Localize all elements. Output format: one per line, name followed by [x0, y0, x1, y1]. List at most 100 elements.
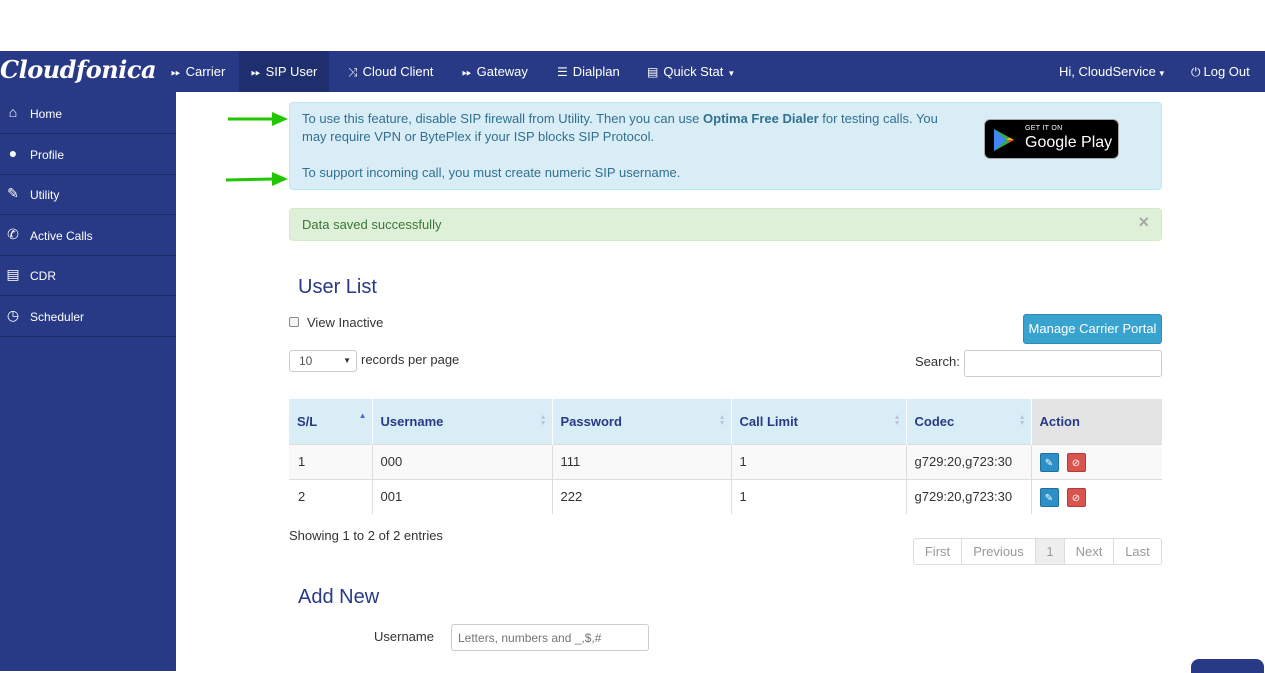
sort-both-icon: ▲ ▼ — [539, 414, 547, 427]
column-header-sl[interactable]: S/L ▲ — [289, 399, 373, 444]
showing-entries-text: Showing 1 to 2 of 2 entries — [289, 528, 443, 543]
optima-free-dialer-link[interactable]: Optima Free Dialer — [703, 111, 819, 126]
sidebar-item-label: Scheduler — [30, 310, 85, 324]
pagination-last[interactable]: Last — [1113, 538, 1162, 565]
close-icon[interactable]: × — [1138, 212, 1149, 232]
pagination-label: Next — [1075, 544, 1103, 559]
nav-carrier[interactable]: ⏩︎ Carrier — [159, 51, 237, 92]
info-line-1: To use this feature, disable SIP firewal… — [302, 110, 938, 128]
pencil-icon: ✎ — [1044, 492, 1054, 504]
shuffle-icon: ⤨ — [348, 65, 358, 79]
logout-label: Log Out — [1203, 64, 1250, 79]
delete-button[interactable]: ⊘ — [1066, 452, 1086, 472]
sidebar-item-active-calls[interactable]: ✆ Active Calls — [0, 215, 176, 256]
nav-carrier-label: Carrier — [185, 64, 226, 79]
sidebar-item-label: Home — [30, 107, 63, 121]
power-icon: ⏻ — [1191, 65, 1201, 79]
pagination-label: Previous — [973, 544, 1024, 559]
top-navbar — [0, 51, 1265, 92]
user-table: S/L ▲ Username ▲ ▼ Password ▲ ▼ Call Limit ▲ ▼ … — [289, 399, 1162, 514]
user-list-title: User List — [298, 276, 377, 298]
wrench-icon: ✎ — [7, 185, 19, 201]
play-store-icon — [994, 129, 1014, 151]
forward-icon: ⏩︎ — [171, 65, 181, 79]
list-icon: ☰ — [557, 65, 568, 79]
sort-both-icon: ▲ ▼ — [718, 414, 726, 427]
gplay-big-text: Google Play — [1025, 134, 1113, 151]
floating-chat-tab[interactable] — [1191, 659, 1264, 673]
column-header-label: Codec — [914, 413, 955, 429]
cell-action: ✎ ⊘ — [1031, 443, 1162, 479]
cell-call-limit: 1 — [731, 443, 907, 479]
page-size-select[interactable]: 10 ▼ — [289, 350, 357, 372]
forward-icon: ⏩︎ — [251, 65, 261, 79]
sidebar-item-label: Profile — [30, 148, 65, 162]
sidebar-item-scheduler[interactable]: ◷ Scheduler — [0, 296, 176, 337]
user-menu[interactable]: Hi, CloudService ▼ — [1047, 51, 1178, 92]
caret-down-icon: ▼ — [343, 356, 351, 365]
brand-logo[interactable]: Cloudfonica — [0, 55, 157, 84]
pagination-page-1[interactable]: 1 — [1035, 538, 1065, 565]
sidebar — [0, 92, 176, 671]
cell-call-limit: 1 — [731, 478, 907, 514]
nav-quick-stat[interactable]: ▤ Quick Stat ▼ — [635, 51, 747, 92]
info-alert: To use this feature, disable SIP firewal… — [289, 102, 1162, 190]
column-header-username[interactable]: Username ▲ ▼ — [372, 399, 553, 444]
nav-cloud-client[interactable]: ⤨ Cloud Client — [336, 51, 445, 92]
sidebar-item-home[interactable]: ⌂ Home — [0, 93, 176, 134]
cell-sl: 2 — [289, 478, 373, 514]
nav-sip-user-label: SIP User — [265, 64, 318, 79]
search-input[interactable] — [964, 350, 1162, 377]
pagination-previous[interactable]: Previous — [961, 538, 1036, 565]
column-header-codec[interactable]: Codec ▲ ▼ — [906, 399, 1032, 444]
caret-down-icon: ▼ — [727, 69, 736, 78]
column-header-action: Action — [1031, 399, 1162, 444]
nav-sip-user[interactable]: ⏩︎ SIP User — [239, 51, 330, 92]
nav-gateway[interactable]: ⏩︎ Gateway — [450, 51, 540, 92]
sidebar-item-label: Active Calls — [30, 229, 93, 243]
ban-icon: ⊘ — [1071, 492, 1081, 504]
cell-action: ✎ ⊘ — [1031, 478, 1162, 514]
phone-icon: ✆ — [7, 226, 19, 242]
records-per-page-label: records per page — [361, 352, 460, 367]
user-greeting: Hi, CloudService — [1059, 64, 1156, 79]
success-message: Data saved successfully — [302, 217, 442, 232]
logout-link[interactable]: ⏻ Log Out — [1179, 51, 1262, 92]
manage-carrier-portal-button[interactable]: Manage Carrier Portal — [1023, 314, 1162, 344]
clock-icon: ◷ — [6, 307, 20, 323]
google-play-badge[interactable]: GET IT ON Google Play — [984, 119, 1119, 159]
arrow-right-icon — [228, 112, 288, 126]
page-size-value: 10 — [299, 354, 313, 368]
username-input[interactable] — [451, 624, 649, 651]
cell-username: 000 — [372, 443, 553, 479]
home-icon: ⌂ — [8, 104, 18, 120]
nav-gateway-label: Gateway — [476, 64, 528, 79]
column-header-label: Action — [1039, 413, 1080, 429]
view-inactive-checkbox[interactable] — [289, 317, 299, 327]
pagination-label: Last — [1125, 544, 1150, 559]
edit-button[interactable]: ✎ — [1039, 452, 1059, 472]
column-header-call-limit[interactable]: Call Limit ▲ ▼ — [731, 399, 907, 444]
user-icon: ● — [8, 145, 18, 161]
info-text: To use this feature, disable SIP firewal… — [302, 111, 704, 126]
sidebar-item-profile[interactable]: ● Profile — [0, 134, 176, 175]
column-header-password[interactable]: Password ▲ ▼ — [552, 399, 732, 444]
sort-both-icon: ▲ ▼ — [1018, 414, 1026, 427]
pagination-label: First — [924, 544, 951, 559]
table-header-row: S/L ▲ Username ▲ ▼ Password ▲ ▼ Call Limit ▲ ▼ … — [289, 399, 1162, 444]
info-line-3: To support incoming call, you must creat… — [302, 165, 681, 180]
sidebar-item-utility[interactable]: ✎ Utility — [0, 174, 176, 215]
pagination-next[interactable]: Next — [1064, 538, 1114, 565]
forward-icon: ⏩︎ — [462, 65, 472, 79]
pagination-first[interactable]: First — [913, 538, 962, 565]
cell-username: 001 — [372, 478, 553, 514]
sidebar-item-label: CDR — [30, 269, 56, 283]
nav-dialplan-label: Dialplan — [572, 64, 620, 79]
delete-button[interactable]: ⊘ — [1066, 487, 1086, 507]
view-inactive-label: View Inactive — [307, 315, 384, 330]
sidebar-item-cdr[interactable]: ▤ CDR — [0, 255, 176, 296]
search-label: Search: — [915, 354, 960, 369]
column-header-label: Username — [380, 413, 444, 429]
edit-button[interactable]: ✎ — [1039, 487, 1059, 507]
nav-dialplan[interactable]: ☰ Dialplan — [545, 51, 632, 92]
